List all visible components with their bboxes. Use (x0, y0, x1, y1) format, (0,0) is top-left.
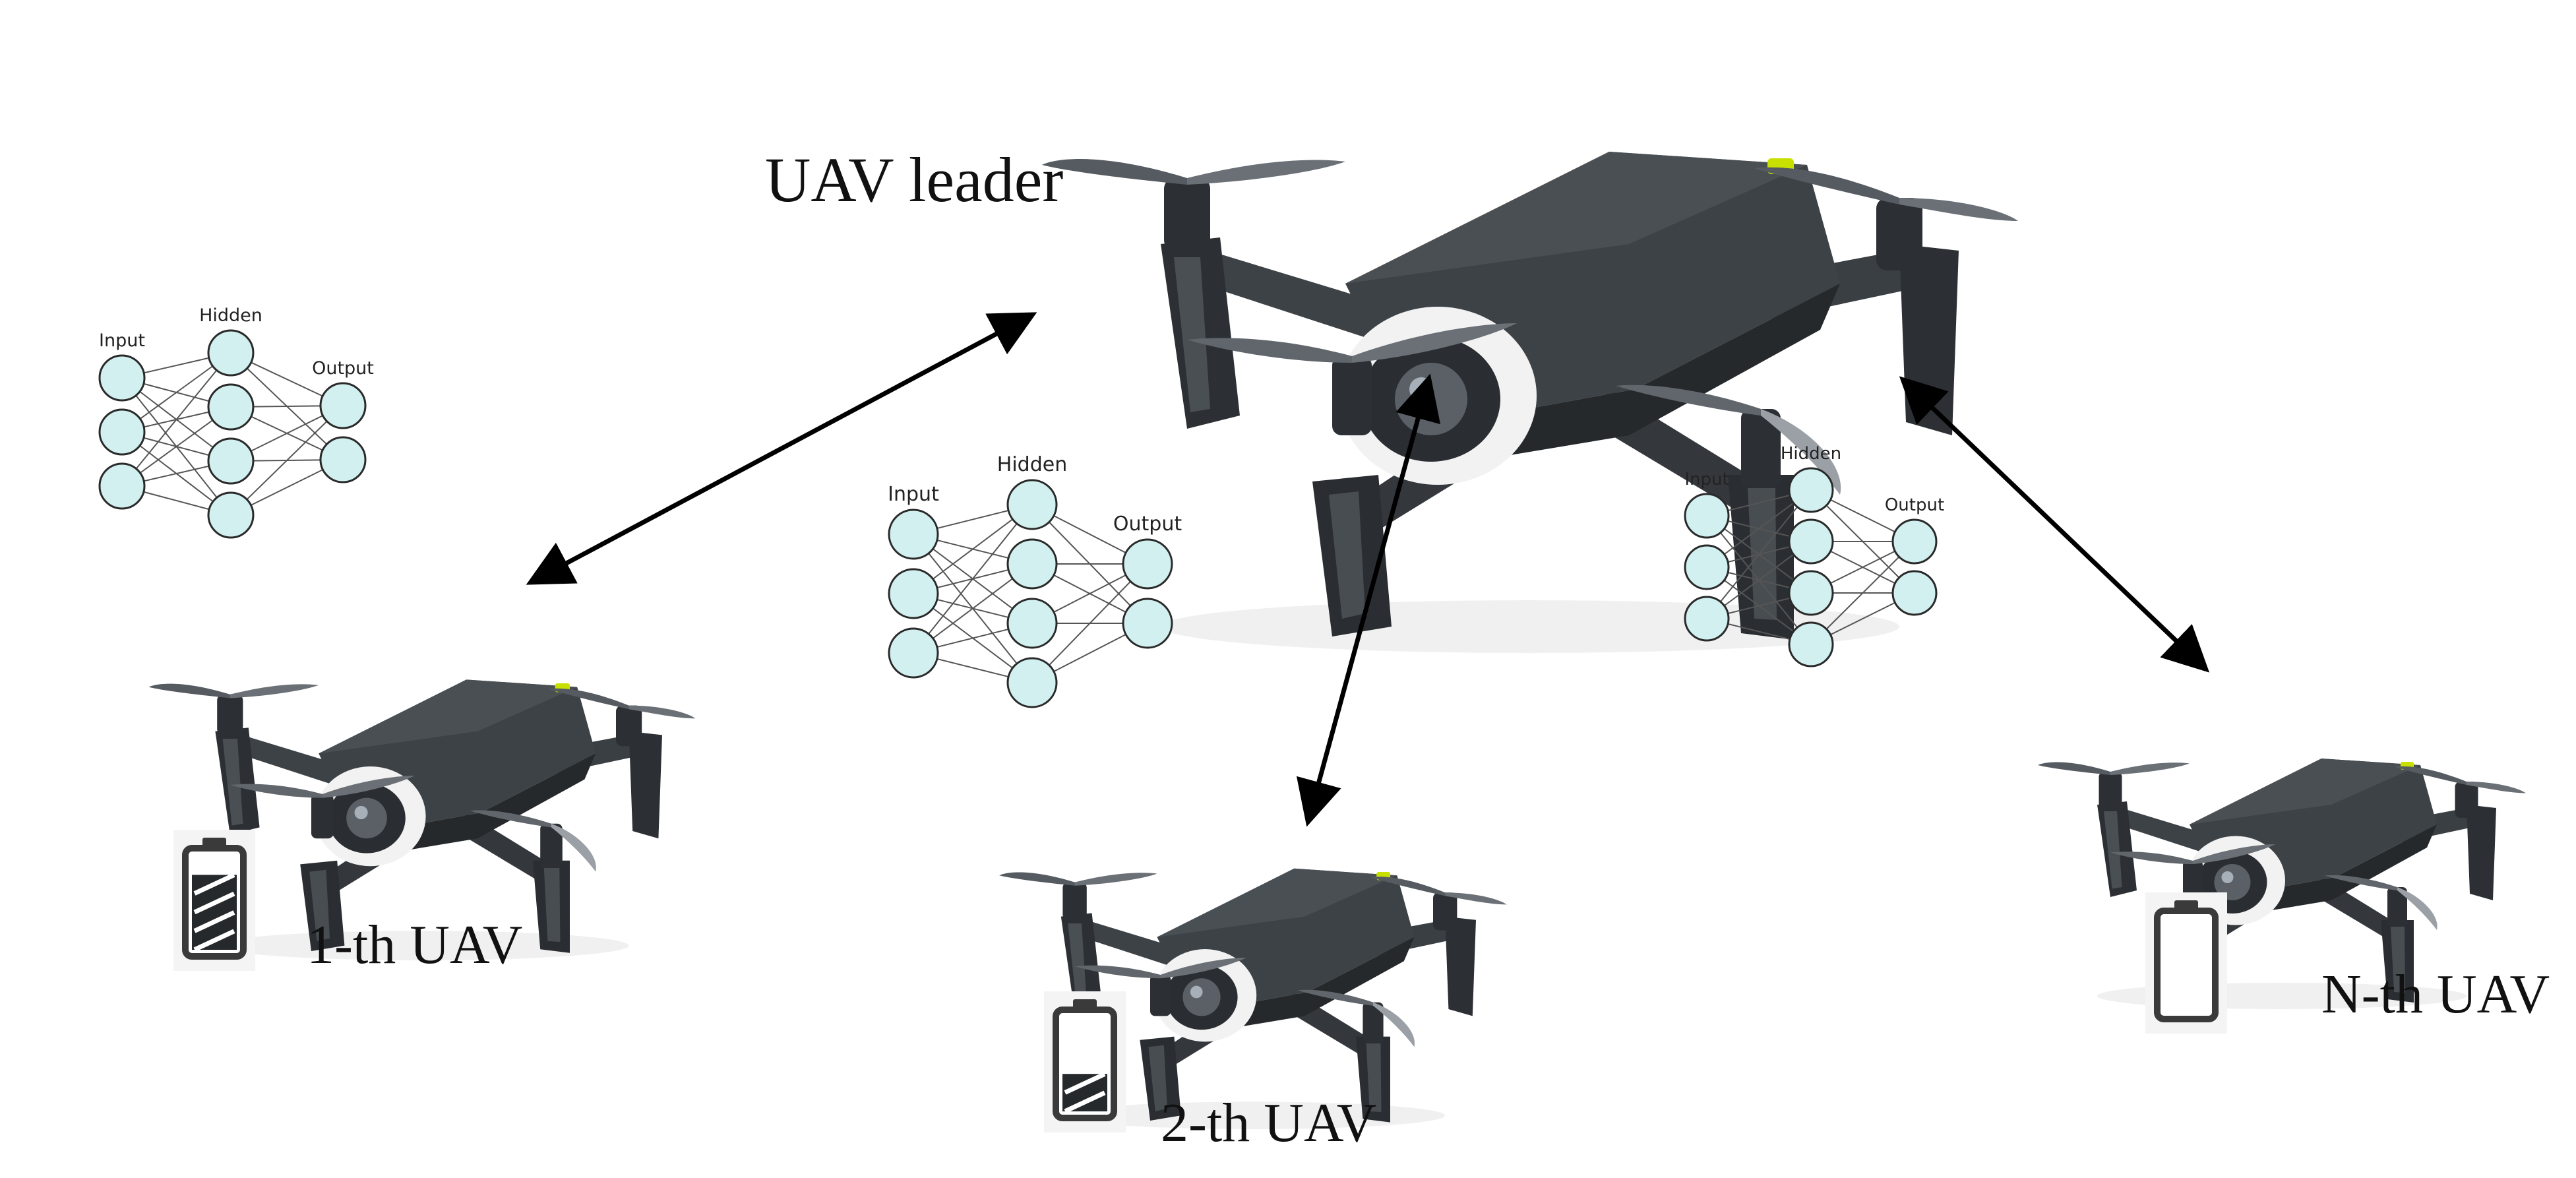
nn-node (1684, 596, 1730, 642)
nn-node (1006, 479, 1058, 530)
nn-input-label: Input (1684, 470, 1729, 489)
nn-node (1006, 657, 1058, 708)
uav-leader-drone-icon (1042, 152, 2018, 653)
nn-node (98, 354, 146, 402)
battery-icon (173, 830, 255, 971)
nn-edge (1810, 541, 1915, 645)
nn-output-label: Output (1885, 495, 1944, 515)
nn-node (1891, 570, 1938, 616)
nn-input-label: Input (99, 330, 145, 351)
nn-node (1788, 570, 1834, 616)
link-uav1-leader (526, 312, 1037, 585)
uav-leader-label: UAV leader (765, 144, 1063, 215)
uav-n-label: N-th UAV (2321, 964, 2550, 1025)
nn-output-label: Output (1113, 512, 1182, 536)
nn-node (1788, 518, 1834, 565)
battery-stripe (193, 891, 235, 915)
battery-stripe (193, 910, 235, 933)
nn-edge (913, 504, 1033, 654)
neural-network-icon: Input Hidden Output (98, 305, 374, 539)
nn-node (888, 627, 939, 679)
nn-node (207, 329, 255, 377)
nn-node (319, 382, 367, 429)
double-arrow-icon (526, 312, 2210, 827)
nn-node (207, 491, 255, 539)
nn-input-label: Input (888, 483, 939, 506)
nn-node (207, 383, 255, 431)
nn-node (888, 568, 939, 619)
nn-node (1891, 518, 1938, 565)
nn-edge (121, 352, 231, 487)
nn-hidden-label: Hidden (1781, 444, 1841, 464)
nn-node (98, 408, 146, 456)
nn-node (319, 436, 367, 483)
neural-network-icon: Input Hidden Output (1684, 444, 1944, 667)
neural-network-icon: Input Hidden Output (888, 453, 1182, 708)
nn-node (1122, 598, 1173, 649)
uav-1-label: 1-th UAV (307, 914, 522, 976)
nn-node (1122, 538, 1173, 590)
battery-icon (1044, 991, 1126, 1132)
nn-node (1006, 598, 1058, 649)
battery-stripe (193, 873, 235, 896)
nn-edge (1706, 489, 1812, 619)
nn-node (1684, 544, 1730, 590)
nn-node (1788, 621, 1834, 667)
nn-hidden-label: Hidden (199, 305, 262, 326)
battery-stripe (193, 929, 235, 952)
nn-node (207, 437, 255, 485)
nn-output-label: Output (312, 358, 374, 379)
nn-node (1684, 493, 1730, 539)
nn-hidden-label: Hidden (997, 453, 1067, 476)
nn-node (888, 509, 939, 560)
battery-stripe (1064, 1072, 1106, 1095)
link-uav2-leader (1296, 373, 1441, 827)
battery-stripe (1064, 1090, 1106, 1113)
nn-edge (230, 405, 344, 516)
nn-node (1788, 467, 1834, 513)
uav-2-label: 2-th UAV (1161, 1092, 1376, 1154)
link-uavn-leader (1899, 376, 2210, 673)
nn-node (1006, 538, 1058, 590)
nn-node (98, 462, 146, 510)
nn-edge (1031, 563, 1148, 683)
battery-icon (2145, 892, 2227, 1034)
